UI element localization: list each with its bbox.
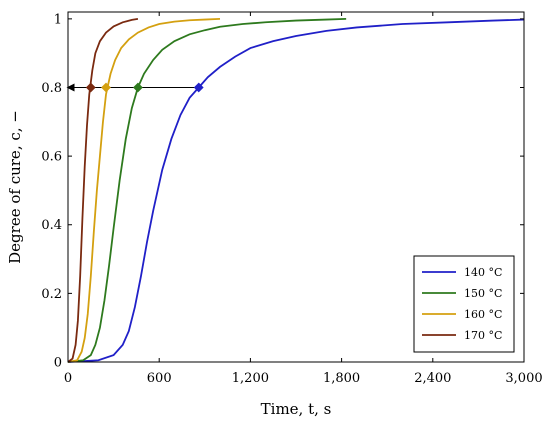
series-line-2 (67, 17, 221, 363)
y-tick-label: 0.6 (41, 150, 62, 165)
y-tick-label: 0.4 (41, 218, 62, 233)
legend-label-0: 140 °C (464, 266, 502, 279)
y-tick-label: 0.2 (41, 287, 62, 302)
x-tick-label: 1,200 (232, 371, 269, 386)
series-marker-0 (193, 82, 204, 93)
legend: 140 °C 150 °C 160 °C 170 °C (413, 255, 515, 353)
x-tick-label: 1,800 (323, 371, 360, 386)
series-marker-1 (133, 82, 143, 93)
series-layer (67, 17, 525, 363)
series-marker-2 (101, 82, 111, 93)
series-line-0 (67, 18, 525, 363)
y-tick-label: 1 (54, 12, 62, 27)
y-axis-label: Degree of cure, c, − (6, 110, 24, 264)
x-axis-label: Time, t, s (261, 400, 332, 418)
legend-label-3: 170 °C (464, 329, 502, 342)
y-tick-label: 0 (54, 356, 62, 371)
series-marker-3 (85, 82, 96, 93)
legend-label-1: 150 °C (464, 287, 502, 300)
plot-frame (67, 11, 525, 363)
y-tick-label: 0.8 (41, 81, 62, 96)
x-tick-label: 600 (147, 371, 172, 386)
series-line-1 (67, 17, 347, 363)
axes-layer: 0 600 1,200 1,800 2,400 3,000 0 0.2 0.4 0.6 0.8 1 Ti… (6, 11, 543, 418)
x-tick-label: 3,000 (505, 371, 542, 386)
marker-layer (85, 82, 204, 93)
x-tick-label: 0 (64, 371, 72, 386)
series-line-3 (67, 17, 139, 363)
legend-label-2: 160 °C (464, 308, 502, 321)
x-tick-label: 2,400 (414, 371, 451, 386)
